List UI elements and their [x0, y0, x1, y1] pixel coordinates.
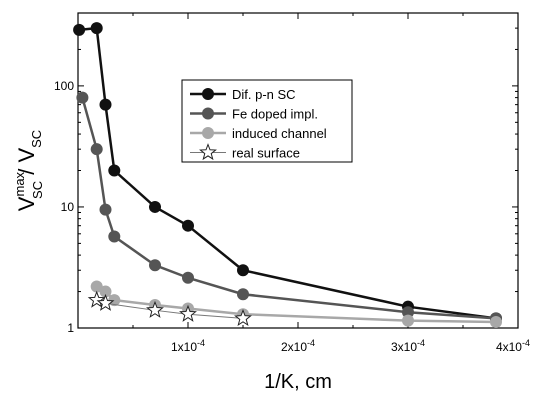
- x-axis-title: 1/K, cm: [264, 371, 332, 393]
- data-point: [402, 314, 414, 327]
- data-point: [108, 164, 121, 177]
- legend-marker: [202, 107, 214, 120]
- x-tick-label: 3x10-4: [391, 338, 425, 354]
- x-tick-label: 1x10-4: [171, 338, 205, 354]
- data-point: [96, 293, 115, 311]
- data-point: [182, 219, 194, 232]
- data-point: [490, 316, 502, 329]
- data-point: [108, 230, 121, 243]
- data-point: [73, 23, 86, 36]
- x-tick-label: 4x10-4: [496, 338, 530, 354]
- data-point: [234, 309, 252, 327]
- data-point: [108, 294, 121, 307]
- legend-label: Dif. p-n SC: [232, 87, 296, 102]
- x-tick-label: 2x10-4: [281, 338, 315, 354]
- y-axis-title: Vmax SC / VSC: [12, 130, 45, 211]
- data-point: [146, 300, 164, 318]
- data-point: [99, 98, 112, 111]
- y-tick-label: 100: [54, 79, 74, 93]
- data-point: [76, 91, 89, 104]
- legend-marker: [202, 127, 214, 139]
- series-line-1: [78, 26, 497, 320]
- data-point: [237, 288, 249, 301]
- data-point: [179, 304, 197, 322]
- plot-frame: [77, 12, 519, 329]
- data-point: [182, 271, 194, 284]
- legend-marker: [199, 143, 217, 161]
- data-point: [402, 306, 414, 319]
- data-point: [90, 143, 103, 156]
- legend-label: Fe doped impl.: [232, 107, 318, 122]
- legend-label: induced channel: [232, 126, 327, 141]
- data-point: [237, 264, 249, 277]
- data-point: [149, 200, 161, 213]
- data-point: [90, 280, 103, 293]
- data-point: [149, 259, 161, 272]
- data-point: [87, 290, 106, 308]
- legend-label: real surface: [232, 146, 300, 161]
- legend-marker: [202, 88, 214, 100]
- y-tick-label: 10: [61, 200, 75, 214]
- data-point: [99, 285, 112, 298]
- data-point: [99, 203, 112, 216]
- y-tick-label: 1: [67, 321, 74, 335]
- data-point: [90, 22, 103, 35]
